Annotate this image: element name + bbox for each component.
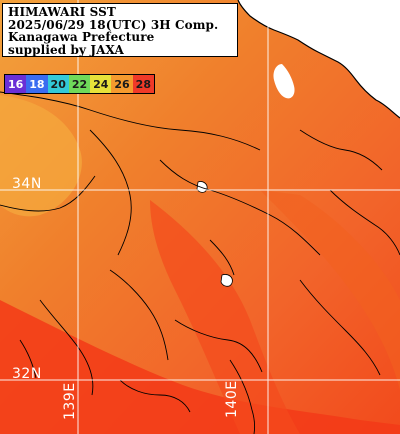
temperature-legend: 16 18 20 22 24 26 28 bbox=[4, 74, 155, 94]
map-title: HIMAWARI SST bbox=[8, 5, 116, 19]
warm-tongue-east bbox=[260, 190, 400, 390]
land-mass bbox=[238, 0, 400, 118]
sst-contours bbox=[0, 91, 400, 434]
legend-cell-16: 16 bbox=[5, 75, 27, 93]
coastline bbox=[237, 0, 400, 119]
legend-cell-22: 22 bbox=[68, 75, 91, 93]
legend-cell-18: 18 bbox=[26, 75, 48, 93]
lat-label-32n: 32N bbox=[12, 366, 42, 382]
legend-cell-28: 28 bbox=[132, 75, 154, 93]
legend-cell-20: 20 bbox=[47, 75, 69, 93]
land-peninsula bbox=[273, 64, 295, 99]
cool-patch bbox=[0, 95, 82, 217]
island-small bbox=[220, 274, 233, 287]
lon-label-139e: 139E bbox=[62, 382, 78, 420]
legend-cell-26: 26 bbox=[111, 75, 133, 93]
lat-label-34n: 34N bbox=[12, 176, 42, 192]
map-timestamp: 2025/06/29 18(UTC) 3H Comp. bbox=[8, 17, 219, 32]
map-source: supplied by JAXA bbox=[8, 42, 124, 57]
map-info-box: HIMAWARI SST 2025/06/29 18(UTC) 3H Comp.… bbox=[2, 3, 238, 57]
warm-current-band bbox=[0, 300, 400, 434]
island-small bbox=[196, 181, 208, 193]
legend-cell-24: 24 bbox=[90, 75, 112, 93]
warm-tongue bbox=[150, 200, 300, 434]
map-region: Kanagawa Prefecture bbox=[8, 30, 155, 44]
lon-label-140e: 140E bbox=[224, 380, 240, 418]
